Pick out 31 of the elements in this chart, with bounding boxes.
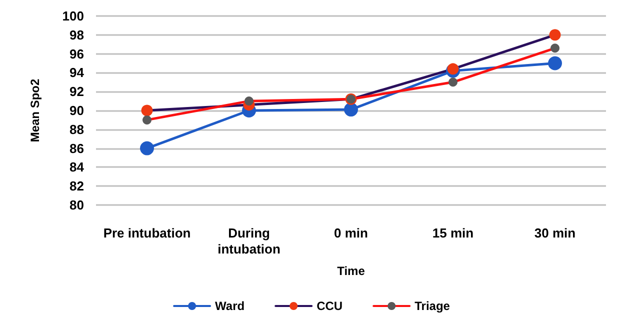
point <box>448 78 458 87</box>
y-tick-label: 100 <box>62 8 84 24</box>
y-tick-label: 80 <box>70 198 84 212</box>
point <box>140 141 154 156</box>
x-tick-label: 0 min <box>334 226 368 240</box>
y-tick-label: 98 <box>70 27 84 42</box>
point <box>141 104 153 116</box>
point <box>344 102 358 117</box>
legend-label: Ward <box>215 299 245 313</box>
y-tick-label: 92 <box>70 84 84 100</box>
x-tick-label: Pre intubation <box>103 226 191 240</box>
legend-label: Triage <box>414 299 450 313</box>
point <box>142 115 152 124</box>
y-tick-label: 86 <box>70 140 84 156</box>
point <box>550 44 560 53</box>
y-axis-title: Mean Spo2 <box>28 78 42 142</box>
point <box>244 96 254 106</box>
y-tick-label: 94 <box>70 65 85 80</box>
x-axis-title: Time <box>337 264 366 278</box>
y-tick-label: 88 <box>70 122 84 137</box>
x-tick-label: 15 min <box>432 226 474 240</box>
y-tick-label: 96 <box>70 46 84 62</box>
legend-label: CCU <box>316 299 343 313</box>
point <box>549 29 561 41</box>
point <box>548 56 562 70</box>
point <box>447 63 459 75</box>
x-tick-label: 30 min <box>534 226 576 240</box>
y-tick-label: 90 <box>70 103 84 118</box>
x-tick-label: During intubation <box>218 226 280 256</box>
y-tick-label: 82 <box>70 178 84 194</box>
y-tick-label: 84 <box>70 160 85 175</box>
